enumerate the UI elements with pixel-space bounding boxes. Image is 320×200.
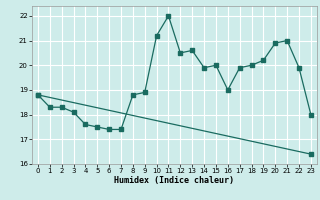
X-axis label: Humidex (Indice chaleur): Humidex (Indice chaleur) (115, 176, 234, 185)
